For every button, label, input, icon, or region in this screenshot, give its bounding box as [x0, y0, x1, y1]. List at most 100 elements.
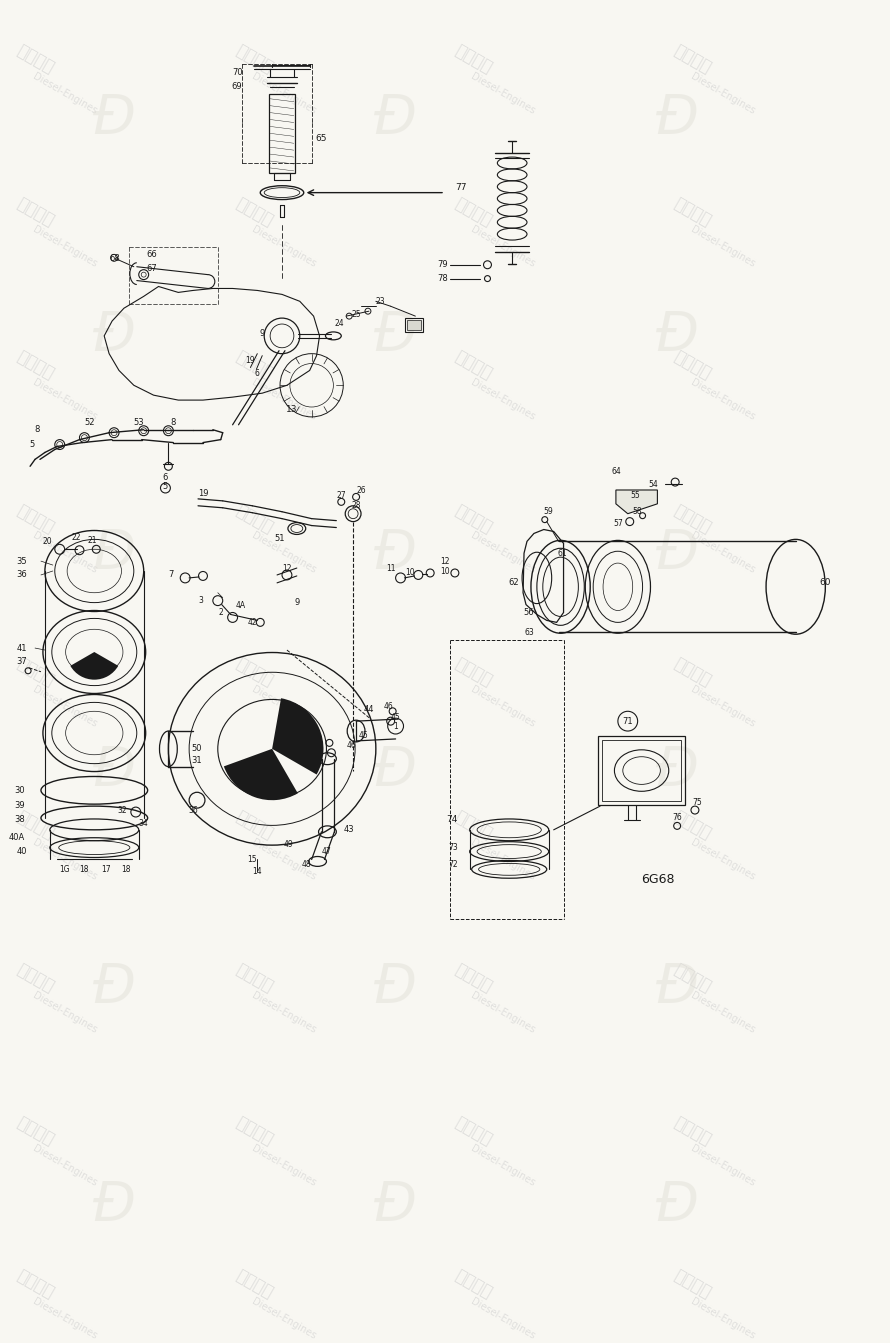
Text: 紧发动力: 紧发动力 — [671, 807, 715, 842]
Text: 23: 23 — [376, 297, 385, 306]
Text: Diesel-Engines: Diesel-Engines — [31, 990, 99, 1035]
Text: 紧发动力: 紧发动力 — [232, 654, 276, 689]
Text: Diesel-Engines: Diesel-Engines — [31, 684, 99, 729]
Text: 36: 36 — [16, 571, 27, 579]
Text: 7: 7 — [169, 571, 174, 579]
Text: 37: 37 — [16, 657, 27, 666]
Text: Diesel-Engines: Diesel-Engines — [250, 990, 318, 1035]
Text: Diesel-Engines: Diesel-Engines — [689, 530, 756, 576]
Text: 紧发动力: 紧发动力 — [13, 501, 57, 536]
Text: 46: 46 — [346, 741, 356, 751]
Text: Diesel-Engines: Diesel-Engines — [689, 224, 756, 270]
Text: 紧发动力: 紧发动力 — [232, 960, 276, 995]
Text: 54: 54 — [649, 479, 659, 489]
Text: 76: 76 — [672, 814, 682, 822]
Bar — [269, 94, 295, 173]
Text: 34: 34 — [139, 819, 149, 829]
Bar — [598, 736, 685, 806]
Text: 53: 53 — [134, 418, 144, 427]
Text: Diesel-Engines: Diesel-Engines — [31, 377, 99, 423]
Text: 40: 40 — [17, 847, 27, 855]
Text: Ð: Ð — [374, 744, 417, 796]
Wedge shape — [70, 651, 118, 680]
Text: 紧发动力: 紧发动力 — [452, 501, 496, 536]
Text: 12: 12 — [282, 564, 292, 572]
Text: 30: 30 — [14, 786, 25, 795]
Text: Diesel-Engines: Diesel-Engines — [689, 837, 756, 882]
Text: 25: 25 — [352, 310, 361, 318]
Text: 紧发动力: 紧发动力 — [232, 42, 276, 77]
Text: 紧发动力: 紧发动力 — [232, 195, 276, 230]
Text: Diesel-Engines: Diesel-Engines — [689, 377, 756, 423]
Text: 3: 3 — [198, 596, 204, 606]
Text: 59: 59 — [544, 508, 554, 516]
Text: Diesel-Engines: Diesel-Engines — [469, 684, 538, 729]
Text: 6: 6 — [163, 473, 168, 482]
Text: 27: 27 — [336, 492, 346, 501]
Text: 49: 49 — [284, 841, 294, 849]
Bar — [408, 320, 421, 330]
Text: Ð: Ð — [93, 962, 135, 1014]
Text: 2: 2 — [218, 608, 223, 616]
Text: 紧发动力: 紧发动力 — [232, 1113, 276, 1148]
Text: 42: 42 — [247, 618, 257, 627]
Text: Diesel-Engines: Diesel-Engines — [250, 684, 318, 729]
Text: 6: 6 — [255, 369, 260, 377]
Text: 67: 67 — [146, 265, 157, 273]
Text: 4A: 4A — [236, 602, 246, 610]
Text: 58: 58 — [633, 508, 643, 516]
Text: 64: 64 — [611, 467, 621, 475]
Polygon shape — [616, 490, 658, 514]
Text: 15: 15 — [247, 855, 257, 864]
Text: Ð: Ð — [656, 526, 699, 580]
Text: Diesel-Engines: Diesel-Engines — [250, 1296, 318, 1342]
Text: 70: 70 — [232, 67, 242, 77]
Text: 紧发动力: 紧发动力 — [452, 807, 496, 842]
Text: Diesel-Engines: Diesel-Engines — [469, 377, 538, 423]
Wedge shape — [224, 749, 298, 800]
Text: 紧发动力: 紧发动力 — [13, 654, 57, 689]
Text: Diesel-Engines: Diesel-Engines — [31, 224, 99, 270]
Text: Diesel-Engines: Diesel-Engines — [31, 530, 99, 576]
Text: Ð: Ð — [656, 93, 699, 145]
Text: 紧发动力: 紧发动力 — [232, 1266, 276, 1303]
Text: 55: 55 — [631, 492, 641, 501]
Text: 17: 17 — [101, 865, 111, 874]
Text: 40A: 40A — [9, 833, 25, 842]
Text: 18: 18 — [121, 865, 131, 874]
Text: 20: 20 — [42, 537, 52, 545]
Text: Diesel-Engines: Diesel-Engines — [31, 1296, 99, 1342]
Text: 19: 19 — [198, 489, 208, 498]
Text: 62: 62 — [509, 579, 520, 587]
Text: 紧发动力: 紧发动力 — [13, 348, 57, 383]
Text: 24: 24 — [335, 318, 344, 328]
Bar — [406, 318, 424, 332]
Text: 43: 43 — [344, 826, 354, 834]
Text: 57: 57 — [613, 520, 623, 528]
Text: Diesel-Engines: Diesel-Engines — [469, 530, 538, 576]
Text: 14: 14 — [253, 866, 263, 876]
Text: 69: 69 — [232, 82, 242, 91]
Text: 48: 48 — [302, 860, 312, 869]
Text: Diesel-Engines: Diesel-Engines — [469, 1296, 538, 1342]
Text: Ð: Ð — [374, 962, 417, 1014]
Text: 72: 72 — [449, 860, 457, 869]
Text: 31: 31 — [191, 756, 202, 766]
Text: 1G: 1G — [60, 865, 70, 874]
Text: 紧发动力: 紧发动力 — [232, 501, 276, 536]
Text: 32: 32 — [117, 806, 126, 815]
Text: Diesel-Engines: Diesel-Engines — [469, 71, 538, 117]
Text: 13: 13 — [286, 406, 297, 415]
Text: 35: 35 — [17, 556, 27, 565]
Text: Diesel-Engines: Diesel-Engines — [250, 837, 318, 882]
Text: Diesel-Engines: Diesel-Engines — [31, 71, 99, 117]
Text: 68: 68 — [109, 254, 120, 263]
Text: Ð: Ð — [374, 309, 417, 363]
Text: Diesel-Engines: Diesel-Engines — [250, 224, 318, 270]
Text: 19: 19 — [246, 356, 255, 365]
Text: 21: 21 — [87, 536, 97, 545]
Text: 紧发动力: 紧发动力 — [13, 195, 57, 230]
Text: 77: 77 — [455, 183, 466, 192]
Text: 60: 60 — [820, 579, 831, 587]
Text: Diesel-Engines: Diesel-Engines — [250, 530, 318, 576]
